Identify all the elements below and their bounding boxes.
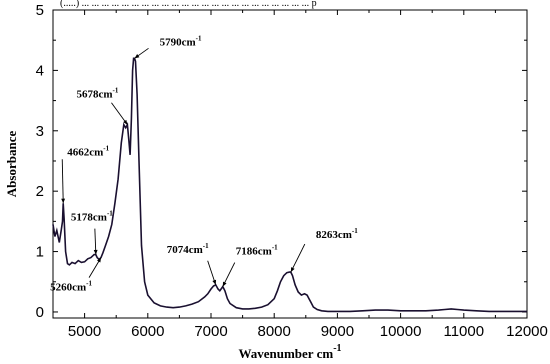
peak-label: 7074cm-1: [167, 242, 209, 256]
x-axis-ticks: 5000 6000 7000 8000 9000 10000 11000 12000: [52, 10, 548, 340]
peak-label-text: 5790cm: [160, 36, 196, 48]
peak-label: 7186cm-1: [236, 244, 278, 258]
plot-frame: [52, 9, 528, 319]
x-tick-label: 6000: [131, 323, 164, 340]
peak-label-text: 4662cm: [67, 146, 103, 158]
annotation-arrow: [61, 159, 64, 204]
y-tick-label: 1: [36, 244, 44, 261]
annotation-arrowhead: [222, 281, 227, 287]
annotation-arrowhead: [123, 119, 128, 125]
annotation-arrowhead: [290, 267, 295, 273]
peak-label: 5790cm-1: [160, 34, 202, 48]
y-tick-label: 3: [36, 123, 44, 140]
peak-label-superscript: -1: [272, 244, 278, 252]
peak-label-text: 5678cm: [77, 89, 113, 101]
x-axis-title-text: Wavenumber cm: [238, 346, 333, 361]
y-tick-label: 2: [36, 183, 44, 200]
peak-label-superscript: -1: [86, 280, 92, 288]
annotation-arrowhead: [93, 249, 98, 255]
peak-label-superscript: -1: [103, 144, 109, 152]
peak-label: 5678cm-1: [77, 87, 119, 101]
series-line-absorbance: [52, 57, 527, 313]
x-tick-label: 9000: [321, 323, 354, 340]
x-tick-label: 11000: [443, 323, 484, 340]
x-tick-label: 7000: [194, 323, 227, 340]
peak-label-superscript: -1: [107, 210, 113, 218]
peak-label: 5260cm-1: [50, 280, 92, 294]
x-axis-title: Wavenumber cm-1: [238, 343, 341, 361]
peak-label: 8263cm-1: [316, 227, 358, 241]
y-axis-title: Absorbance: [4, 131, 19, 198]
y-axis-ticks: 0 1 2 3 4 5: [36, 2, 527, 321]
peak-label-superscript: -1: [352, 227, 358, 235]
annotation-arrow: [290, 243, 306, 273]
top-cropped-text: (.....) ... ... ... ... ... ... ... ... …: [60, 0, 317, 9]
y-tick-label: 0: [36, 304, 44, 321]
y-tick-label: 5: [36, 2, 44, 19]
peak-label-superscript: -1: [203, 242, 209, 250]
x-tick-label: 8000: [258, 323, 291, 340]
y-tick-label: 4: [36, 62, 44, 79]
x-tick-label: 5000: [68, 323, 101, 340]
peak-label-text: 5260cm: [50, 282, 86, 294]
annotation-arrowhead: [61, 198, 66, 204]
peak-label-text: 7186cm: [236, 246, 272, 258]
x-axis-title-superscript: -1: [333, 343, 341, 354]
peak-label: 5178cm-1: [71, 210, 113, 224]
peak-label-superscript: -1: [113, 87, 119, 95]
peak-label-superscript: -1: [196, 34, 202, 42]
x-tick-label: 12000: [506, 323, 548, 340]
peak-label: 4662cm-1: [67, 144, 109, 158]
peak-annotations: 4662cm-15178cm-15260cm-15678cm-15790cm-1…: [50, 34, 358, 293]
x-tick-label: 10000: [380, 323, 422, 340]
peak-label-text: 5178cm: [71, 212, 107, 224]
peak-label-text: 7074cm: [167, 244, 203, 256]
peak-label-text: 8263cm: [316, 229, 352, 241]
annotation-arrowhead: [96, 257, 102, 263]
annotation-arrowhead: [134, 54, 140, 59]
annotation-arrowhead: [212, 279, 217, 285]
